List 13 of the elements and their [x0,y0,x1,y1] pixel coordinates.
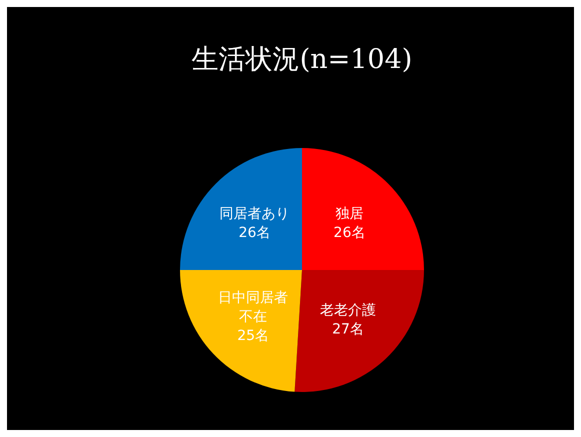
slice-label: 老老介護 [320,302,376,318]
slice-label: 独居 [335,206,364,222]
pie-slice [180,148,302,270]
data-label: 25名 [237,328,270,344]
data-label: 26名 [334,225,366,242]
pie-slice [294,270,424,392]
data-label: 27名 [332,321,364,338]
slice-label: 同居者あり [220,206,290,222]
pie-slice [180,270,302,392]
data-label: 26名 [238,225,270,242]
pie-slice [302,148,424,270]
chart-title: 生活状況(n=104) [192,44,412,75]
slice-label: 日中同居者不在 [218,290,288,325]
